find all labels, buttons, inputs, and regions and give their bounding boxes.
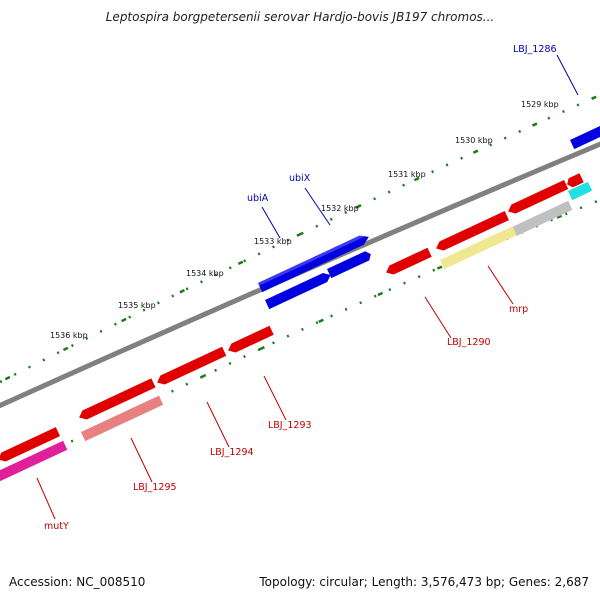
topology-stats-text: Topology: circular; Length: 3,576,473 bp…	[259, 575, 589, 589]
gene-label-lbj-1294: LBJ_1294	[210, 447, 254, 458]
gene-gray[interactable]	[512, 200, 573, 237]
tick-label: 1530 kbp	[455, 136, 493, 145]
gene-label-lbj-1295: LBJ_1295	[133, 482, 177, 493]
gene-muty[interactable]	[0, 440, 68, 482]
gene-lbj-1294[interactable]	[155, 346, 227, 387]
tick-label: 1536 kbp	[50, 331, 88, 340]
tick-label: 1534 kbp	[186, 269, 224, 278]
tick-label: 1531 kbp	[388, 170, 426, 179]
gene-labels: LBJ_1286 ubiX ubiA LBJ_1290 mrp LBJ_1293…	[44, 44, 557, 532]
gene-lbj-1295[interactable]	[81, 395, 164, 442]
gene-ubia[interactable]	[265, 270, 333, 310]
gene-lbj-1290[interactable]	[384, 247, 432, 277]
accession-text: Accession: NC_008510	[9, 575, 146, 589]
reverse-genes	[0, 173, 593, 482]
gene-label-lbj-1293: LBJ_1293	[268, 420, 312, 431]
gene-label-muty: mutY	[44, 521, 69, 532]
gene-ubix[interactable]	[258, 232, 371, 293]
gene-ubia-2[interactable]	[327, 250, 373, 279]
forward-genes	[258, 123, 600, 310]
outer-tick-marks	[0, 93, 600, 384]
gene-label-lbj-1290: LBJ_1290	[447, 337, 491, 348]
gene-label-ubia: ubiA	[247, 193, 269, 204]
kbp-tick-labels: 1529 kbp 1530 kbp 1531 kbp 1532 kbp 1533…	[50, 100, 559, 340]
map-title: Leptospira borgpetersenii serovar Hardjo…	[105, 10, 495, 24]
tick-label: 1532 kbp	[321, 204, 359, 213]
gene-cyan[interactable]	[568, 181, 593, 201]
gene-label-lbj-1286: LBJ_1286	[513, 44, 557, 55]
gene-red-left[interactable]	[77, 378, 156, 422]
tick-label: 1529 kbp	[521, 100, 559, 109]
gene-lbj-1293[interactable]	[226, 325, 274, 355]
tick-label: 1533 kbp	[254, 237, 292, 246]
gene-mrp[interactable]	[440, 226, 517, 270]
gene-lbj-1286[interactable]	[570, 123, 600, 150]
gene-red-far-left[interactable]	[0, 427, 61, 464]
label-leader-lines	[36, 54, 579, 520]
tick-label: 1535 kbp	[118, 301, 156, 310]
gene-red-top-right[interactable]	[565, 173, 584, 189]
gene-label-mrp: mrp	[509, 304, 528, 315]
gene-red-b[interactable]	[434, 211, 509, 253]
gene-label-ubix: ubiX	[289, 173, 311, 184]
gene-red-a[interactable]	[506, 179, 569, 216]
outer-dotted-track	[0, 93, 600, 384]
